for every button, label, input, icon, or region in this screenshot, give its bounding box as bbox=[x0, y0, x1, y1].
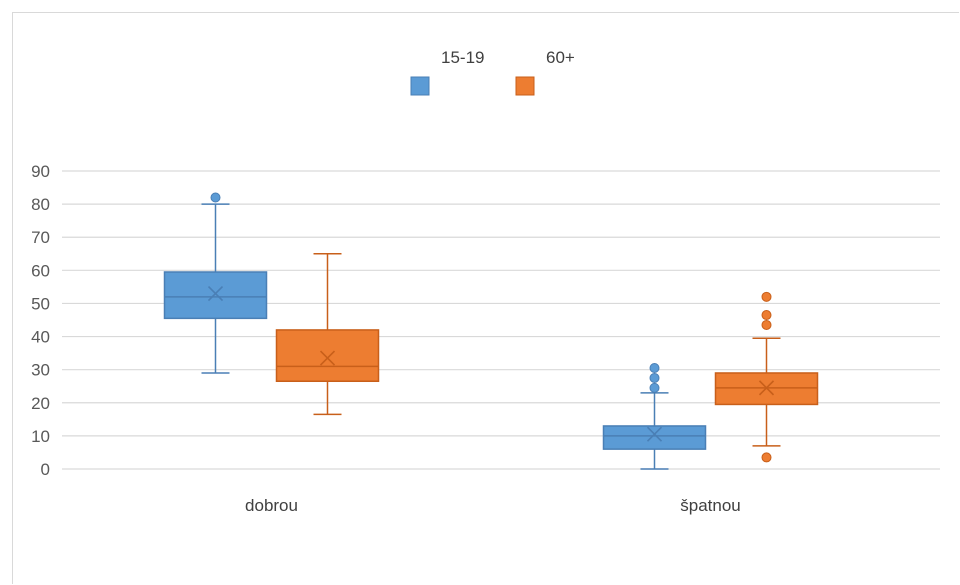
outlier-point bbox=[761, 452, 772, 463]
mean-marker bbox=[758, 380, 775, 396]
box-iqr bbox=[602, 425, 707, 450]
y-tick-label: 60 bbox=[31, 261, 50, 280]
outlier-point bbox=[761, 319, 772, 330]
y-tick-label: 20 bbox=[31, 394, 50, 413]
box-15-19-dobrou bbox=[163, 192, 268, 374]
legend-swatch bbox=[410, 76, 430, 96]
outlier-point bbox=[649, 363, 660, 374]
y-tick-label: 40 bbox=[31, 328, 50, 347]
x-category-label: dobrou bbox=[245, 496, 298, 515]
y-tick-label: 10 bbox=[31, 427, 50, 446]
legend-label: 60+ bbox=[546, 48, 575, 67]
x-category-label: špatnou bbox=[680, 496, 741, 515]
box-iqr bbox=[275, 329, 380, 383]
mean-marker bbox=[319, 350, 336, 366]
mean-marker bbox=[646, 426, 663, 442]
mean-marker bbox=[207, 285, 224, 302]
outlier-point bbox=[210, 192, 221, 203]
chart-frame bbox=[12, 12, 959, 584]
y-tick-label: 0 bbox=[41, 460, 50, 479]
legend: 15-19 60+ bbox=[410, 48, 575, 96]
y-tick-label: 50 bbox=[31, 294, 50, 313]
y-axis: 0 10 20 30 40 50 60 70 80 90 bbox=[31, 162, 50, 479]
legend-swatch bbox=[515, 76, 535, 96]
y-tick-label: 90 bbox=[31, 162, 50, 181]
x-axis: dobrou špatnou bbox=[245, 496, 741, 515]
y-tick-label: 70 bbox=[31, 228, 50, 247]
box-60+-dobrou bbox=[275, 253, 380, 416]
box-iqr bbox=[163, 271, 268, 320]
outlier-point bbox=[761, 291, 772, 302]
outlier-point bbox=[761, 310, 772, 321]
outlier-point bbox=[649, 382, 660, 393]
legend-label: 15-19 bbox=[441, 48, 484, 67]
y-tick-label: 80 bbox=[31, 195, 50, 214]
plot-area bbox=[163, 192, 819, 470]
gridlines bbox=[62, 170, 940, 470]
box-60+-špatnou bbox=[714, 291, 819, 463]
box-15-19-špatnou bbox=[602, 363, 707, 470]
outlier-point bbox=[649, 372, 660, 383]
y-tick-label: 30 bbox=[31, 361, 50, 380]
